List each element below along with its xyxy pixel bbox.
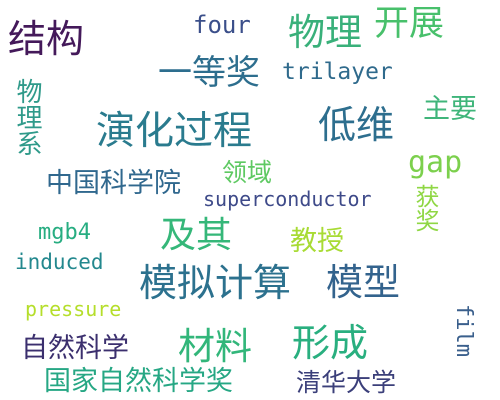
word-trilayer: trilayer (282, 59, 393, 85)
word-superconductor: superconductor (203, 187, 372, 211)
word-gap: gap (408, 145, 463, 180)
word-yanhuaguocheng: 演化过程 (96, 109, 253, 154)
word-mgb4: mgb4 (38, 220, 91, 245)
word-kaizhan: 开展 (374, 4, 445, 44)
word-guojiazirankexuejiang: 国家自然科学奖 (44, 366, 233, 397)
word-cailiao: 材料 (178, 325, 252, 368)
word-yidengjiang: 一等奖 (158, 53, 260, 93)
word-zhongguokexueyuan: 中国科学院 (46, 168, 181, 199)
word-film: film (451, 304, 476, 357)
word-pressure: pressure (25, 297, 122, 321)
word-wulixi: 物理系 (12, 78, 42, 156)
word-wuli: 物理 (288, 11, 362, 54)
word-xingcheng: 形成 (292, 321, 369, 365)
word-jiegou: 结构 (8, 17, 85, 61)
word-diwei: 低维 (318, 103, 395, 147)
word-monijisuan: 模拟计算 (139, 261, 292, 305)
word-jiqi: 及其 (160, 215, 233, 256)
word-lingyu: 领域 (222, 158, 273, 187)
word-four: four (193, 11, 251, 39)
word-jiaoshou: 教授 (290, 226, 344, 257)
word-induced: induced (15, 250, 104, 274)
word-moxing: 模型 (326, 261, 400, 304)
word-zhuyao: 主要 (423, 94, 477, 125)
word-huojiang: 获奖 (411, 184, 439, 232)
word-qinghuadaxue: 清华大学 (296, 368, 397, 397)
word-ziranskexue: 自然科学 (21, 333, 129, 364)
